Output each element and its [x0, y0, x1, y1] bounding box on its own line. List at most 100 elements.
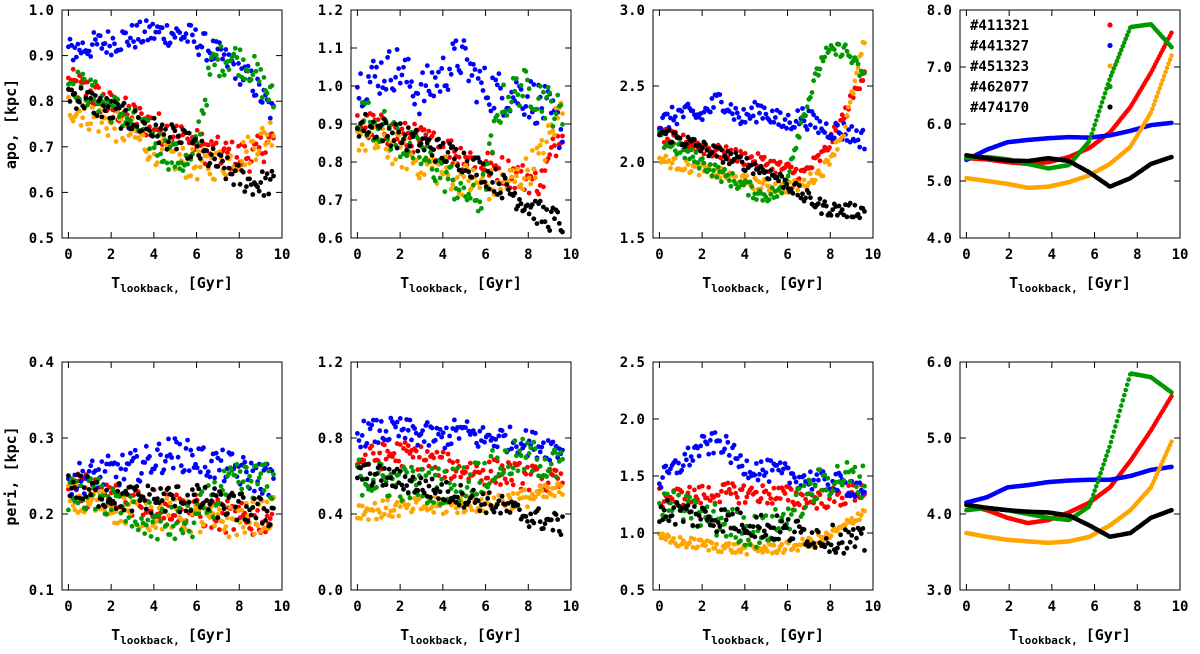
series-point-451323 [96, 129, 101, 134]
series-point-441327 [663, 463, 669, 469]
x-axis-label-main: T [702, 626, 711, 644]
series-point-474170 [112, 500, 117, 506]
series-point-462077 [736, 184, 742, 190]
series-point-462077 [803, 113, 808, 119]
series-point-474170 [196, 486, 202, 492]
x-tick-label: 2 [698, 247, 706, 263]
series-point-441327 [369, 422, 375, 428]
series-point-411321 [255, 508, 260, 513]
series-point-474170 [355, 475, 360, 481]
series-point-451323 [668, 165, 673, 171]
series-point-441327 [811, 112, 816, 118]
series-point-474170 [72, 485, 78, 490]
series-point-411321 [383, 456, 389, 462]
series-point-462077 [817, 467, 823, 473]
series-point-451323 [242, 530, 248, 535]
series-point-462077 [139, 516, 144, 521]
series-point-462077 [514, 453, 519, 459]
series-point-474170 [386, 466, 392, 472]
series-point-451323 [197, 529, 203, 535]
y-tick-label: 0.5 [29, 231, 54, 247]
series-point-411321 [263, 529, 268, 535]
series-point-462077 [811, 78, 816, 84]
series-point-474170 [537, 198, 543, 204]
series-point-474170 [221, 165, 227, 171]
series-point-462077 [231, 51, 237, 57]
series-point-451323 [188, 173, 194, 179]
series-point-441327 [771, 119, 777, 125]
legend: #411321#441327#451323#462077#474170 [970, 18, 1113, 116]
series-point-474170 [231, 493, 237, 499]
series-point-474170 [752, 534, 758, 540]
series-point-474170 [255, 501, 260, 507]
series-point-451323 [70, 503, 76, 509]
legend-label: #474170 [970, 100, 1029, 116]
series-point-451323 [256, 148, 262, 154]
series-point-451323 [525, 504, 530, 510]
series-point-451323 [812, 177, 818, 183]
series-point-462077 [506, 464, 511, 470]
x-tick-label: 4 [439, 247, 447, 263]
series-point-441327 [70, 57, 76, 63]
series-point-451323 [431, 510, 437, 515]
series-point-462077 [847, 54, 853, 60]
series-point-474170 [410, 134, 416, 140]
series-point-474170 [156, 140, 162, 146]
series-point-451323 [70, 118, 76, 124]
series-point-441327 [410, 93, 416, 99]
series-point-411321 [817, 492, 823, 498]
series-point-474170 [488, 503, 494, 508]
series-point-441327 [769, 467, 775, 473]
series-point-411321 [423, 132, 429, 138]
series-point-474170 [364, 476, 370, 482]
series-point-474170 [502, 175, 508, 181]
series-point-441327 [488, 108, 494, 114]
series-point-451323 [252, 146, 257, 151]
series-point-462077 [99, 483, 105, 489]
series-point-474170 [121, 100, 127, 106]
series-point-411321 [361, 458, 367, 463]
series-point-474170 [444, 479, 449, 485]
series-point-474170 [166, 139, 171, 145]
series-point-474170 [385, 133, 390, 139]
series-point-441327 [514, 79, 519, 85]
series-point-474170 [150, 133, 156, 139]
series-point-474170 [255, 184, 260, 190]
series-point-474170 [763, 169, 769, 175]
series-point-451323 [223, 172, 229, 178]
series-point-462077 [1117, 51, 1123, 56]
series-point-474170 [782, 177, 788, 183]
series-point-462077 [839, 52, 845, 58]
series-point-474170 [816, 201, 821, 206]
series-point-462077 [730, 171, 735, 176]
series-point-474170 [170, 496, 176, 501]
series-point-474170 [121, 507, 127, 513]
series-point-474170 [445, 150, 451, 155]
series-point-411321 [701, 151, 707, 157]
series-point-441327 [680, 114, 686, 120]
x-axis-label-main: T [400, 274, 409, 292]
series-point-411321 [467, 150, 473, 156]
series-point-462077 [547, 468, 553, 473]
series-point-441327 [89, 42, 95, 47]
series-point-451323 [828, 533, 834, 539]
series-point-411321 [225, 498, 230, 504]
series-point-411321 [421, 127, 427, 133]
series-point-441327 [163, 458, 168, 464]
series-point-462077 [455, 465, 460, 471]
series-point-462077 [537, 83, 543, 89]
series-point-462077 [461, 465, 467, 470]
series-point-411321 [382, 442, 387, 448]
series-point-451323 [682, 166, 688, 172]
series-point-441327 [749, 105, 754, 111]
series-point-462077 [793, 145, 799, 151]
series-point-411321 [458, 145, 464, 151]
series-point-441327 [769, 108, 775, 114]
series-point-411321 [852, 498, 858, 503]
series-point-451323 [366, 517, 371, 522]
series-point-441327 [361, 418, 367, 424]
x-axis-label-unit: [Gyr] [477, 274, 522, 292]
series-point-474170 [118, 504, 124, 509]
series-point-441327 [685, 101, 691, 107]
